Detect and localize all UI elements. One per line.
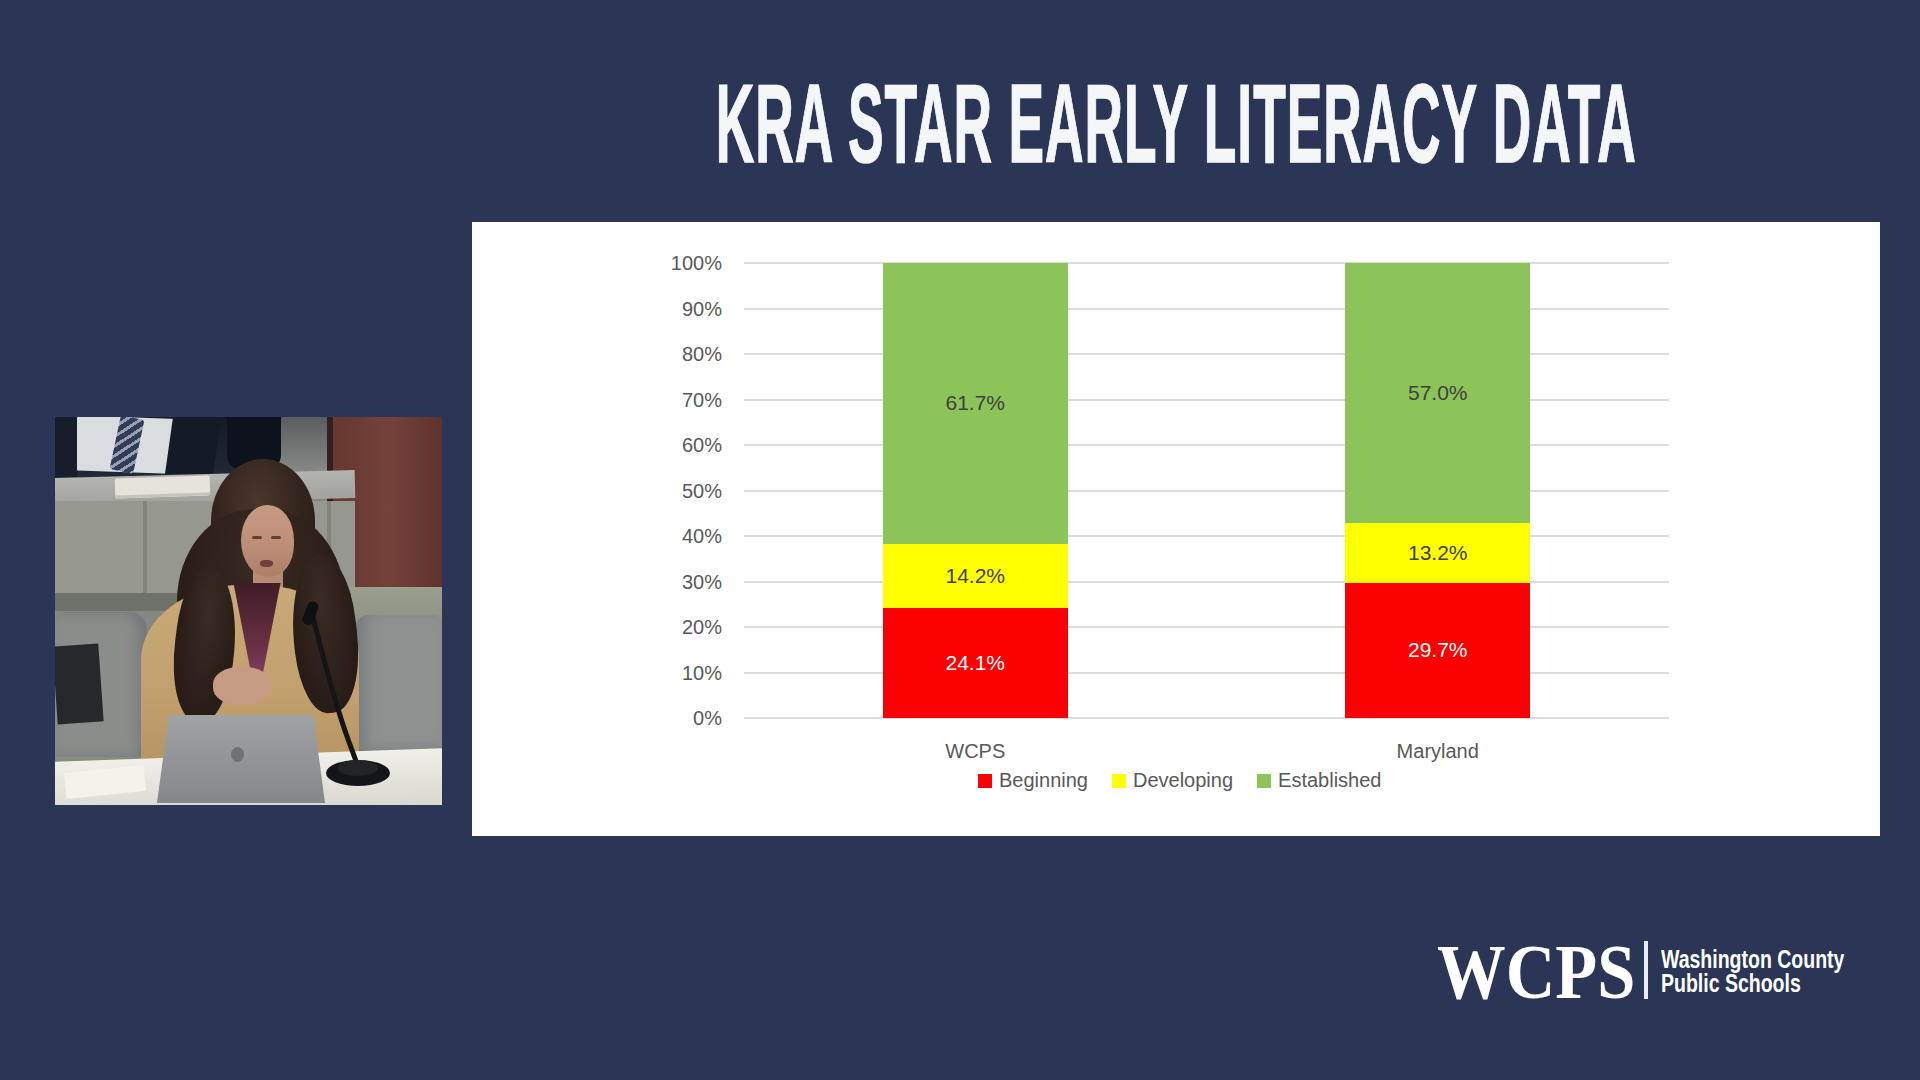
y-tick-label: 50% [602, 481, 722, 501]
mic-base-top [338, 760, 378, 776]
y-tick-label: 80% [602, 344, 722, 364]
slide-title: KRA STAR EARLY LITERACY DATA [716, 69, 1637, 180]
logo-name-line2: Public Schools [1661, 969, 1801, 997]
mic-capsule [301, 600, 320, 626]
legend-swatch [1257, 774, 1271, 788]
legend-item: Developing [1112, 769, 1233, 792]
y-tick-label: 90% [602, 299, 722, 319]
y-tick-label: 100% [602, 253, 722, 273]
bar-segment-established-wcps: 61.7% [883, 263, 1068, 544]
bar-segment-developing-maryland: 13.2% [1345, 523, 1530, 583]
logo-name: Washington CountyPublic Schools [1661, 947, 1844, 995]
mic-neck [312, 613, 358, 767]
logo-divider [1644, 941, 1648, 999]
legend-label: Developing [1133, 769, 1233, 792]
legend-item: Beginning [978, 769, 1088, 792]
y-tick-label: 60% [602, 435, 722, 455]
x-category-label: WCPS [875, 740, 1075, 763]
x-category-label: Maryland [1338, 740, 1538, 763]
y-tick-label: 70% [602, 390, 722, 410]
slide-title-wrap: KRA STAR EARLY LITERACY DATA [216, 69, 1920, 180]
legend-label: Beginning [999, 769, 1088, 792]
y-tick-label: 40% [602, 526, 722, 546]
speaker-video-inset [55, 417, 442, 805]
wcps-logo-acronym: WCPS [1437, 933, 1635, 1011]
y-tick-label: 20% [602, 617, 722, 637]
legend: Beginning Developing Established [978, 769, 1381, 792]
legend-label: Established [1278, 769, 1381, 792]
bar-segment-beginning-maryland: 29.7% [1345, 583, 1530, 718]
legend-swatch [978, 774, 992, 788]
bar-segment-developing-wcps: 14.2% [883, 544, 1068, 609]
bar-segment-beginning-wcps: 24.1% [883, 608, 1068, 718]
y-tick-label: 30% [602, 572, 722, 592]
legend-item: Established [1257, 769, 1381, 792]
chart-panel: 0% 10% 20% 30% 40% 50% 60% 70% 80% 90% 100% 24.1%14… [472, 222, 1880, 836]
legend-swatch [1112, 774, 1126, 788]
bar-segment-established-maryland: 57.0% [1345, 263, 1530, 522]
y-tick-label: 0% [602, 708, 722, 728]
microphone [55, 417, 442, 805]
y-tick-label: 10% [602, 663, 722, 683]
